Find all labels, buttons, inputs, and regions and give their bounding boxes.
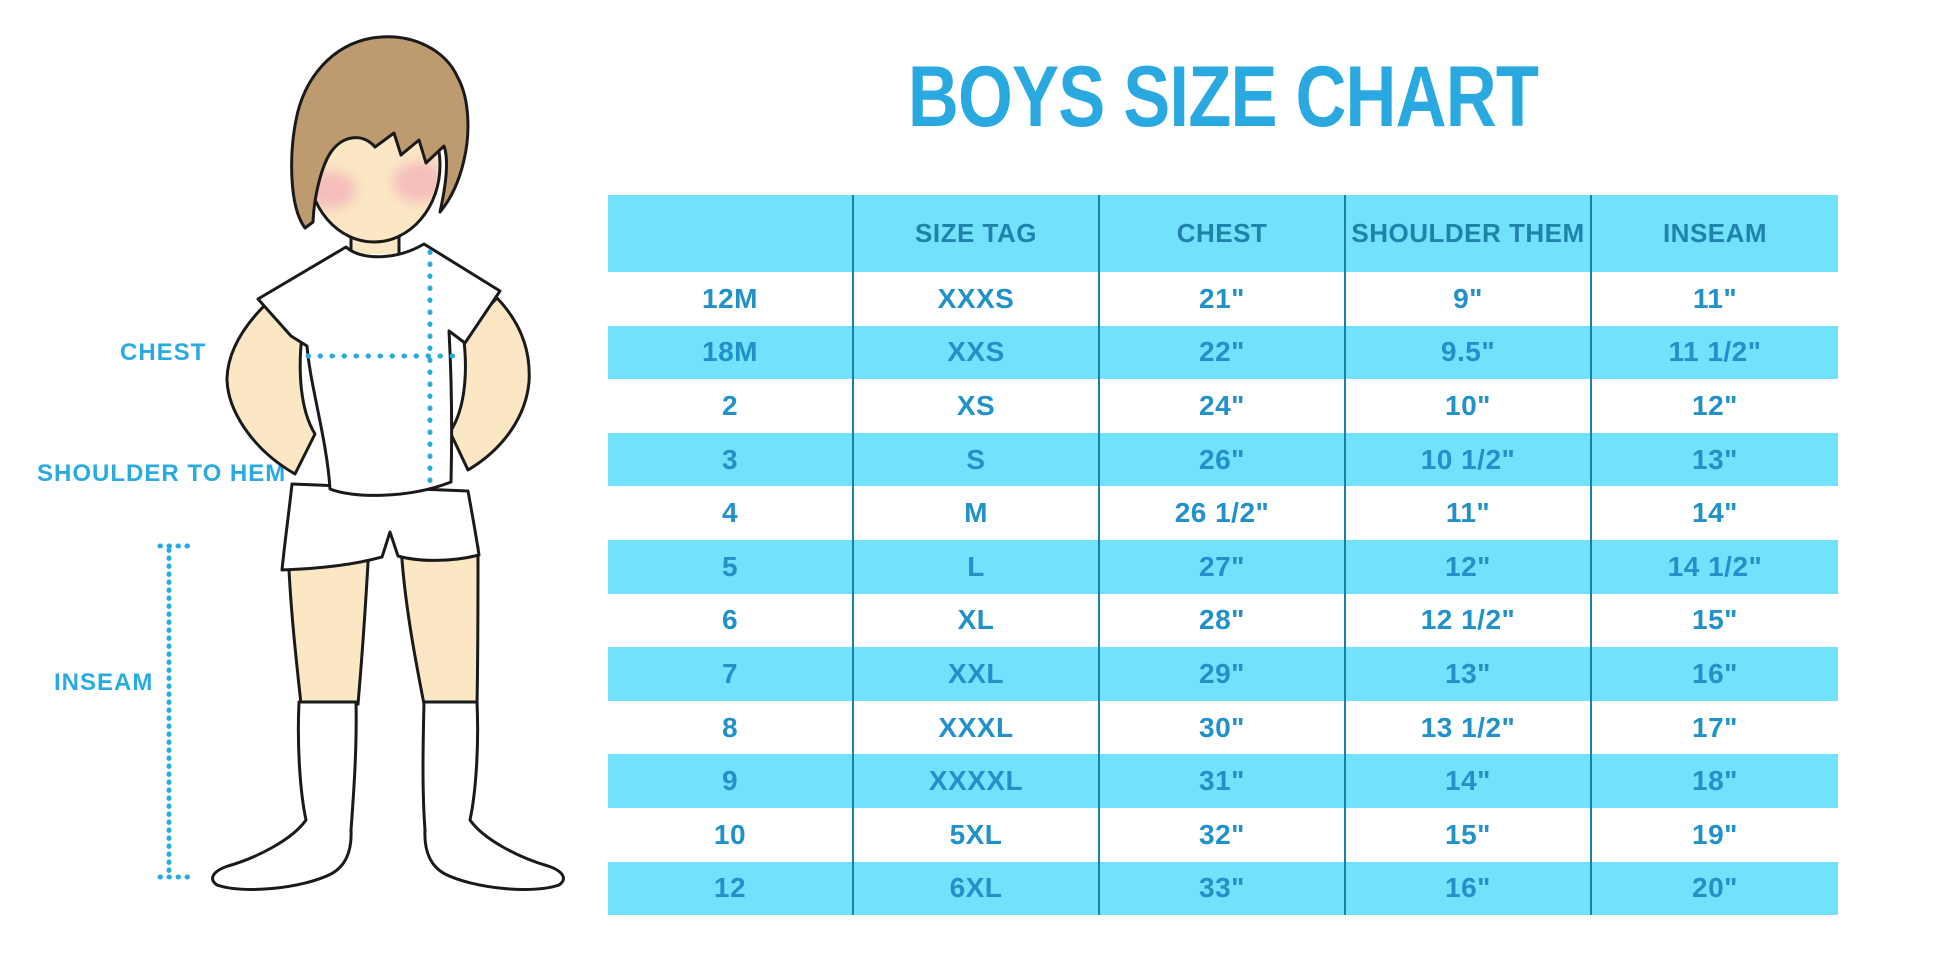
table-cell: 13 1/2" xyxy=(1346,700,1592,755)
header-cell-size-tag: SIZE TAG xyxy=(854,195,1100,272)
table-cell: 10 1/2" xyxy=(1346,432,1592,487)
table-cell: 17" xyxy=(1692,711,1738,743)
table-cell: 13" xyxy=(1346,647,1592,701)
table-cell: 5XL xyxy=(854,807,1100,862)
table-cell: L xyxy=(854,539,1100,594)
table-cell: 5 xyxy=(608,539,854,594)
table-cell: 24" xyxy=(1100,379,1346,433)
table-cell: 11 1/2" xyxy=(1668,336,1762,368)
table-cell: 12" xyxy=(1346,539,1592,594)
header-cell-chest: CHEST xyxy=(1100,195,1346,272)
table-cell: 32" xyxy=(1100,807,1346,862)
table-cell: 12" xyxy=(1692,389,1738,421)
table-cell: 33" xyxy=(1100,861,1346,916)
table-cell: 10" xyxy=(1346,379,1592,433)
table-cell: 12 1/2" xyxy=(1346,593,1592,648)
table-cell: 28" xyxy=(1100,593,1346,648)
table-cell: S xyxy=(854,432,1100,487)
header-cell-blank xyxy=(608,195,854,272)
header-cell-shoulder: SHOULDER THEM xyxy=(1346,195,1592,272)
table-cell: 4 xyxy=(608,486,854,540)
table-cell: 3 xyxy=(608,432,854,487)
table-cell: 15" xyxy=(1692,604,1738,636)
table-cell: 26" xyxy=(1100,432,1346,487)
table-row: 2 XS 24" 10" 12" xyxy=(608,379,1838,433)
right-arm xyxy=(448,296,531,472)
table-row: 12M XXXS 21" 9" 11" xyxy=(608,272,1838,326)
t-shirt xyxy=(256,242,502,497)
table-cell: 9.5" xyxy=(1346,325,1592,380)
table-cell: 26 1/2" xyxy=(1100,486,1346,540)
table-cell: 14" xyxy=(1692,497,1738,529)
table-cell: 14 1/2" xyxy=(1667,550,1763,582)
table-cell: 11" xyxy=(1346,486,1592,540)
table-cell: XL xyxy=(854,593,1100,648)
table-row: 5 L 27" 12" 14 1/2" xyxy=(608,539,1838,594)
inseam-label: INSEAM xyxy=(54,669,154,696)
right-leg xyxy=(399,543,480,706)
right-sock xyxy=(421,700,565,891)
table-cell: 12M xyxy=(608,272,854,326)
table-cell: 15" xyxy=(1346,807,1592,862)
table-row: 4 M 26 1/2" 11" 14" xyxy=(608,486,1838,540)
table-cell: 9" xyxy=(1346,272,1592,326)
table-cell: 31" xyxy=(1100,754,1346,808)
boy-illustration xyxy=(157,35,565,891)
table-cell: 11" xyxy=(1692,282,1738,314)
table-cell: XXXS xyxy=(854,272,1100,326)
header-cell-inseam: INSEAM xyxy=(1662,218,1768,248)
table-row: 3 S 26" 10 1/2" 13" xyxy=(608,432,1838,487)
table-cell: 18M xyxy=(608,325,854,380)
table-row: 7 XXL 29" 13" 16" xyxy=(608,647,1838,701)
table-cell: XXXXL xyxy=(854,754,1100,808)
table-cell: 7 xyxy=(608,647,854,701)
chest-label: CHEST xyxy=(120,339,207,366)
table-cell: 16" xyxy=(1692,657,1738,689)
table-cell: XXS xyxy=(854,325,1100,380)
left-leg xyxy=(286,543,371,706)
right-cheek xyxy=(393,162,438,202)
table-cell: XXXL xyxy=(854,700,1100,755)
table-cell: 10 xyxy=(608,807,854,862)
table-cell: 2 xyxy=(608,379,854,433)
table-cell: 13" xyxy=(1692,443,1738,475)
left-arm xyxy=(225,303,317,476)
table-cell: 21" xyxy=(1100,272,1346,326)
table-cell: 6XL xyxy=(854,861,1100,916)
table-row: 12 6XL 33" 16" 20" xyxy=(608,861,1838,916)
table-cell: 18" xyxy=(1692,765,1738,797)
table-cell: 9 xyxy=(608,754,854,808)
table-row: 9 XXXXL 31" 14" 18" xyxy=(608,754,1838,808)
shorts xyxy=(280,482,481,572)
table-cell: 12 xyxy=(608,861,854,916)
table-cell: 29" xyxy=(1100,647,1346,701)
table-row: 6 XL 28" 12 1/2" 15" xyxy=(608,593,1838,648)
table-row: 10 5XL 32" 15" 19" xyxy=(608,807,1838,862)
table-cell: 8 xyxy=(608,700,854,755)
table-cell: 19" xyxy=(1692,818,1738,850)
hair xyxy=(290,35,470,230)
table-cell: XXL xyxy=(854,647,1100,701)
table-cell: XS xyxy=(854,379,1100,433)
table-cell: 27" xyxy=(1100,539,1346,594)
table-cell: 22" xyxy=(1100,325,1346,380)
page-title: BOYS SIZE CHART xyxy=(907,49,1539,145)
table-header-row: SIZE TAG CHEST SHOULDER THEM INSEAM xyxy=(608,195,1838,272)
table-row: 18M XXS 22" 9.5" 11 1/2" xyxy=(608,325,1838,380)
table-row: 8 XXXL 30" 13 1/2" 17" xyxy=(608,700,1838,755)
left-sock xyxy=(211,700,358,891)
table-cell: 30" xyxy=(1100,700,1346,755)
table-cell: 16" xyxy=(1346,861,1592,916)
table-cell: 14" xyxy=(1346,754,1592,808)
size-table: SIZE TAG CHEST SHOULDER THEM INSEAM 12M … xyxy=(608,195,1838,916)
table-cell: M xyxy=(854,486,1100,540)
table-cell: 20" xyxy=(1692,872,1738,904)
shoulder-to-hem-label: SHOULDER TO HEM xyxy=(37,460,287,487)
table-cell: 6 xyxy=(608,593,854,648)
